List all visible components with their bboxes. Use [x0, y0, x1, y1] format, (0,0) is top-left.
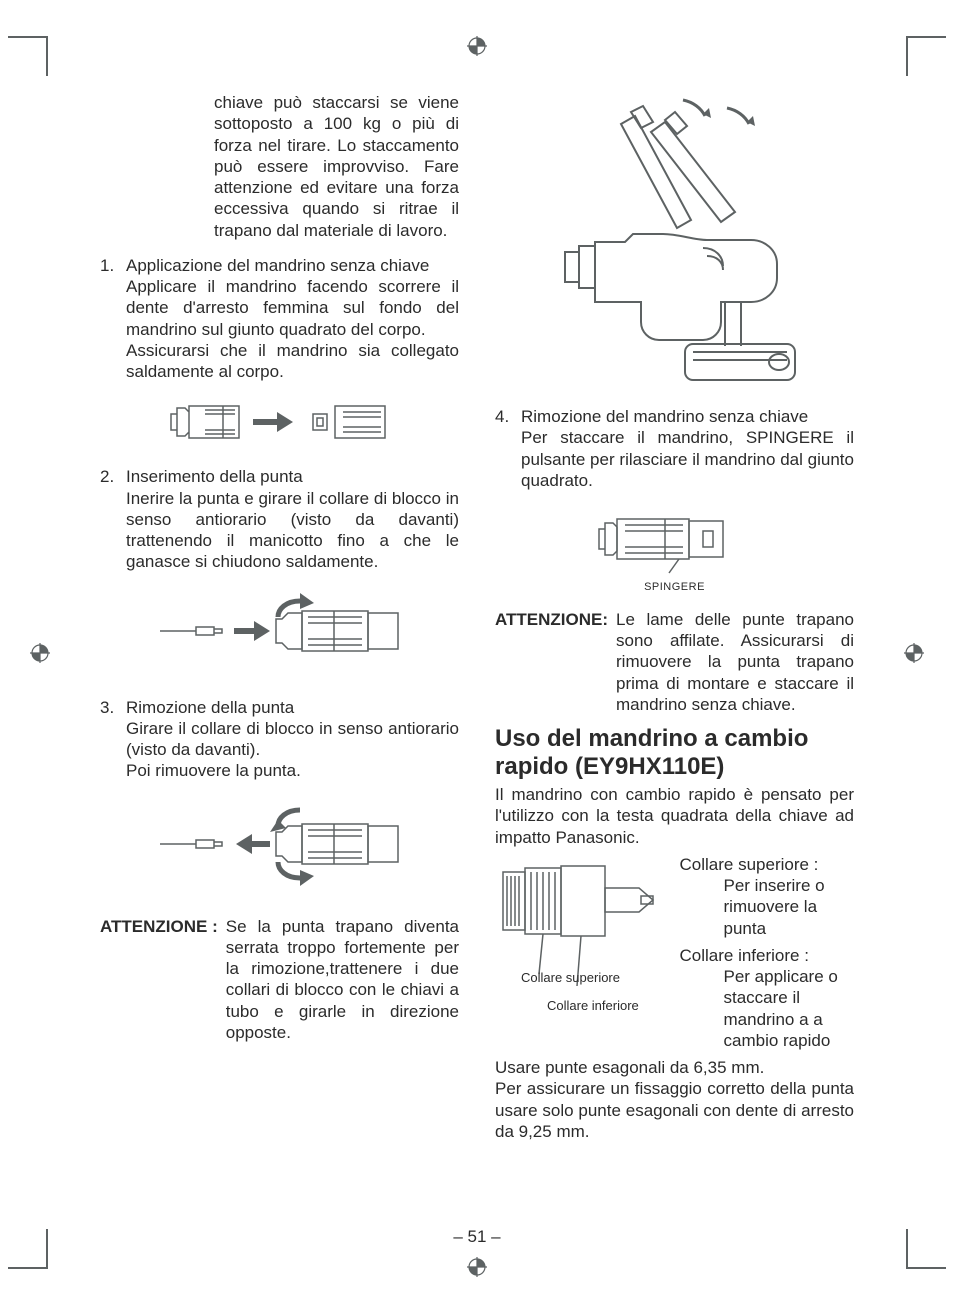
step-2: 2. Inserimento della punta Inerire la pu… — [100, 466, 459, 572]
push-label: SPINGERE — [644, 581, 705, 595]
section-tail: Usare punte esagonali da 6,35 mm. Per as… — [495, 1057, 854, 1142]
step-text: Girare il collare di blocco in senso ant… — [126, 719, 459, 781]
collar-title: Collare superiore : — [680, 854, 855, 875]
collar-inferior: Collare inferiore : Per applicare o stac… — [680, 945, 855, 1051]
crop-mark-br — [906, 1229, 946, 1269]
collar-title: Collare inferiore : — [680, 945, 855, 966]
step-title: Rimozione del mandrino senza chiave — [521, 407, 808, 426]
warning-label: ATTENZIONE: — [495, 609, 608, 715]
diagram-chuck-attach-icon — [100, 392, 459, 452]
step-body: Inserimento della punta Inerire la punta… — [126, 466, 459, 572]
paragraph-continuation: chiave può staccarsi se viene sottoposto… — [214, 92, 459, 241]
step-number: 2. — [100, 466, 126, 572]
step-title: Inserimento della punta — [126, 467, 303, 486]
callout-upper: Collare superiore — [521, 970, 620, 985]
registration-mark-icon — [904, 643, 924, 663]
step-text: Inerire la punta e girare il collare di … — [126, 489, 459, 572]
step-text: Applicare il mandrino facendo scor­rere … — [126, 277, 459, 381]
step-1: 1. Applicazione del mandrino senza chiav… — [100, 255, 459, 383]
callout-lower: Collare inferiore — [547, 998, 639, 1013]
crop-mark-tr — [906, 36, 946, 76]
step-number: 1. — [100, 255, 126, 383]
warning-right: ATTENZIONE: Le lame delle punte trapa­no… — [495, 609, 854, 715]
crop-mark-tl — [8, 36, 48, 76]
right-column: 4. Rimozione del mandrino senza chiave P… — [495, 92, 854, 1215]
warning-left: ATTENZIONE : Se la punta trapano diventa… — [100, 916, 459, 1044]
crop-mark-bl — [8, 1229, 48, 1269]
step-body: Applicazione del mandrino senza chiave A… — [126, 255, 459, 383]
warning-label: ATTENZIONE : — [100, 916, 218, 1044]
diagram-bit-insert-icon — [100, 583, 459, 683]
collar-superior: Collare superiore : Per inserire o rimuo… — [680, 854, 855, 939]
registration-mark-icon — [467, 36, 487, 56]
section-heading: Uso del mandrino a cambio rapido (EY9HX1… — [495, 725, 854, 780]
quick-chuck-block: Collare superiore Collare inferiore Coll… — [495, 854, 854, 1057]
section-intro: Il mandrino con cambio rapido è pensato … — [495, 784, 854, 848]
registration-mark-icon — [467, 1257, 487, 1277]
left-column: chiave può staccarsi se viene sottoposto… — [100, 92, 459, 1215]
step-title: Rimozione della punta — [126, 698, 294, 717]
registration-mark-icon — [30, 643, 50, 663]
warning-text: Se la punta trapano diventa serrata trop… — [226, 916, 459, 1044]
step-body: Rimozione del mandrino senza chiave Per … — [521, 406, 854, 491]
diagram-bit-remove-icon — [100, 792, 459, 902]
diagram-wrench-drill-icon — [495, 92, 854, 392]
diagram-quick-chuck-icon: Collare superiore Collare inferiore — [495, 854, 670, 1057]
step-title: Applicazione del mandrino senza chiave — [126, 256, 429, 275]
collar-desc: Per applicare o staccare il mandrino a a… — [724, 966, 855, 1051]
page-body: chiave può staccarsi se viene sottoposto… — [100, 92, 854, 1215]
step-number: 4. — [495, 406, 521, 491]
diagram-chuck-push-icon: SPINGERE — [495, 501, 854, 595]
collar-descriptions: Collare superiore : Per inserire o rimuo… — [680, 854, 855, 1057]
step-body: Rimozione della punta Girare il collare … — [126, 697, 459, 782]
step-text: Per staccare il mandrino, SPINGERE il pu… — [521, 428, 854, 490]
step-3: 3. Rimozione della punta Girare il colla… — [100, 697, 459, 782]
page-number: – 51 – — [453, 1226, 500, 1247]
step-number: 3. — [100, 697, 126, 782]
collar-desc: Per inserire o rimuovere la punta — [724, 875, 855, 939]
step-4: 4. Rimozione del mandrino senza chiave P… — [495, 406, 854, 491]
warning-text: Le lame delle punte trapa­no sono affila… — [616, 609, 854, 715]
